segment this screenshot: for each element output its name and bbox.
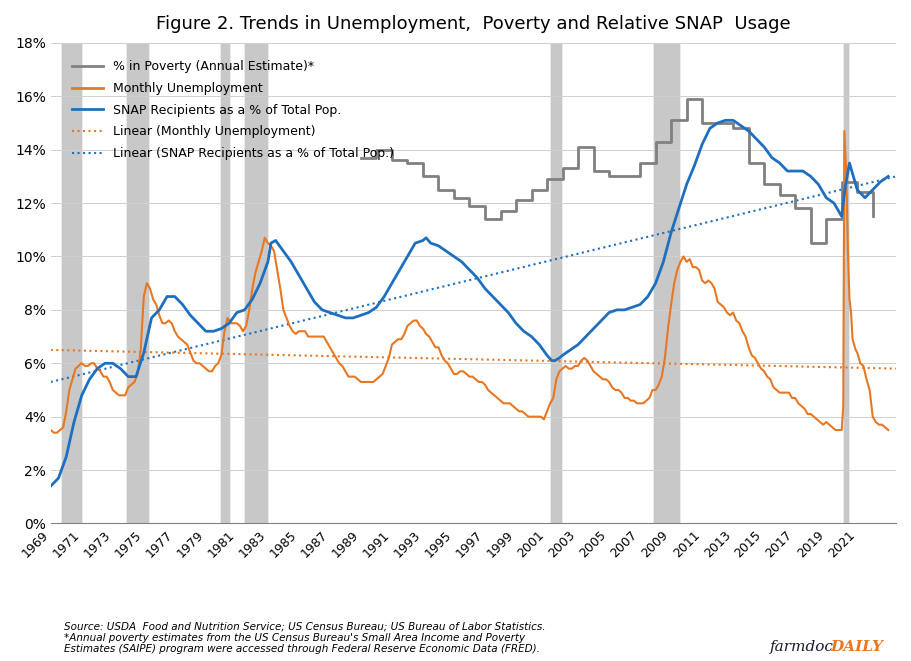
Title: Figure 2. Trends in Unemployment,  Poverty and Relative SNAP  Usage: Figure 2. Trends in Unemployment, Povert… [156,15,791,33]
Bar [127,43,148,524]
Text: DAILY: DAILY [831,641,884,654]
Legend: % in Poverty (Annual Estimate)*, Monthly Unemployment, SNAP Recipients as a % of: % in Poverty (Annual Estimate)*, Monthly… [66,54,400,167]
Bar [221,43,229,524]
Bar [62,43,80,524]
Bar [654,43,679,524]
Bar [127,43,148,524]
Bar [844,43,848,524]
Bar [245,43,267,524]
Bar [221,43,229,524]
Bar [844,43,848,524]
Bar [245,43,267,524]
Bar [62,43,80,524]
Bar [654,43,679,524]
Bar [551,43,561,524]
Text: Source: USDA  Food and Nutrition Service; US Census Bureau; US Bureau of Labor S: Source: USDA Food and Nutrition Service;… [64,621,546,654]
Text: farmdoc: farmdoc [770,641,834,654]
Bar [551,43,561,524]
